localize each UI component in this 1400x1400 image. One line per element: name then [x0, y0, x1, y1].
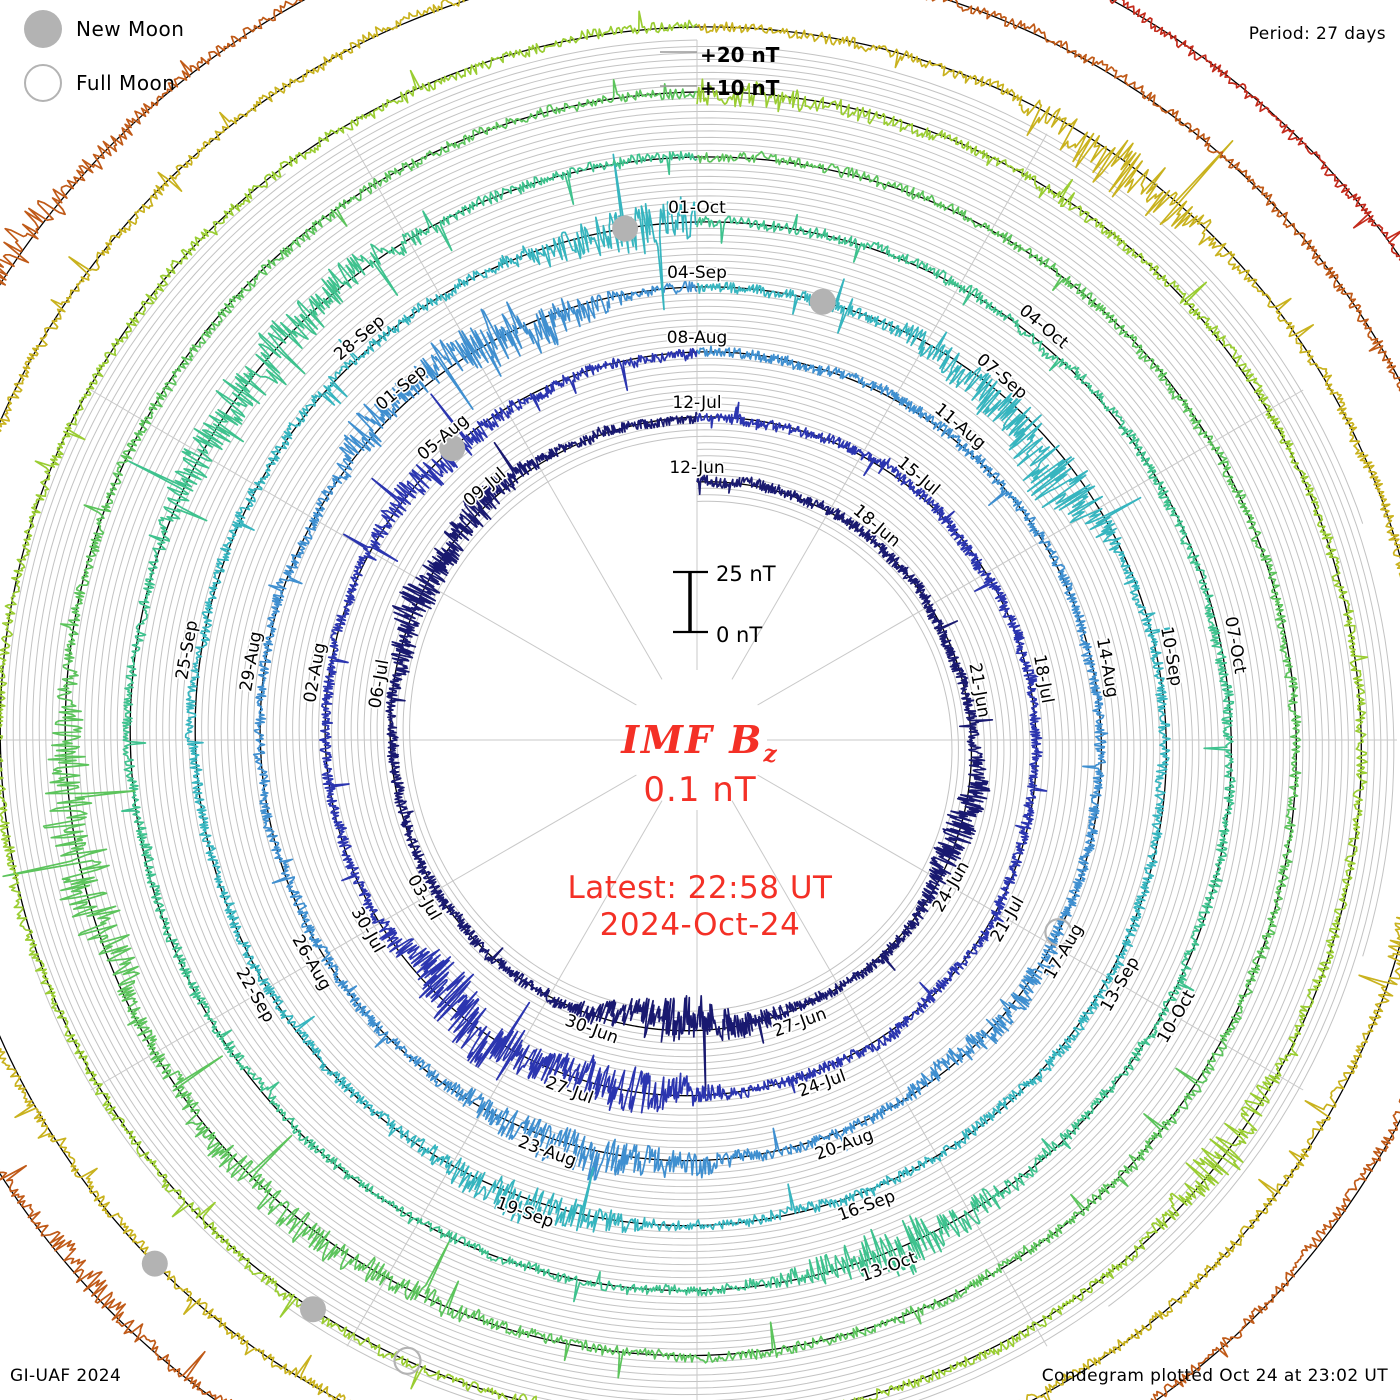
new-moon-marker — [439, 435, 466, 462]
plotted-timestamp-label: Condegram plotted Oct 24 at 23:02 UT — [1041, 1366, 1388, 1386]
ring-date-label: 12-Jun — [669, 458, 724, 478]
axis-leader-lines — [660, 51, 697, 87]
scale-bar — [673, 570, 708, 634]
period-label: Period: 27 days — [1248, 24, 1386, 44]
ring-date-label: 01-Oct — [668, 198, 726, 218]
radial-spokes-layer — [0, 40, 1397, 1400]
ring-date-label: 08-Aug — [667, 328, 728, 348]
legend-item-full-moon: Full Moon — [24, 64, 175, 102]
ring-date-label: 19-Sep — [493, 1193, 556, 1232]
full-moon-icon — [24, 64, 62, 102]
new-moon-marker — [141, 1250, 168, 1277]
full-moon-marker — [393, 1346, 422, 1375]
legend-label-full-moon: Full Moon — [76, 71, 176, 95]
credit-label: GI-UAF 2024 — [10, 1366, 122, 1386]
full-moon-marker — [1044, 918, 1073, 947]
ring-date-label: 12-Jul — [672, 393, 721, 413]
moon-markers-layer — [141, 215, 1073, 1375]
new-moon-icon — [24, 10, 62, 48]
legend-item-new-moon: New Moon — [24, 10, 184, 48]
radial-axis-label-20nt: +20 nT — [700, 43, 780, 67]
ring-date-label: 23-Aug — [515, 1132, 579, 1172]
new-moon-marker — [809, 288, 836, 315]
radial-axis-label-10nt: +10 nT — [700, 76, 780, 100]
scale-bar-top-label: 25 nT — [716, 562, 776, 586]
scale-bar-bottom-label: 0 nT — [716, 623, 763, 647]
new-moon-marker — [300, 1296, 326, 1323]
new-moon-marker — [612, 215, 639, 242]
ring-date-label: 04-Sep — [667, 263, 727, 283]
ring-date-label: 25-Sep — [172, 619, 202, 681]
legend-label-new-moon: New Moon — [76, 17, 185, 41]
ring-date-label: 21-Jul — [987, 893, 1029, 946]
